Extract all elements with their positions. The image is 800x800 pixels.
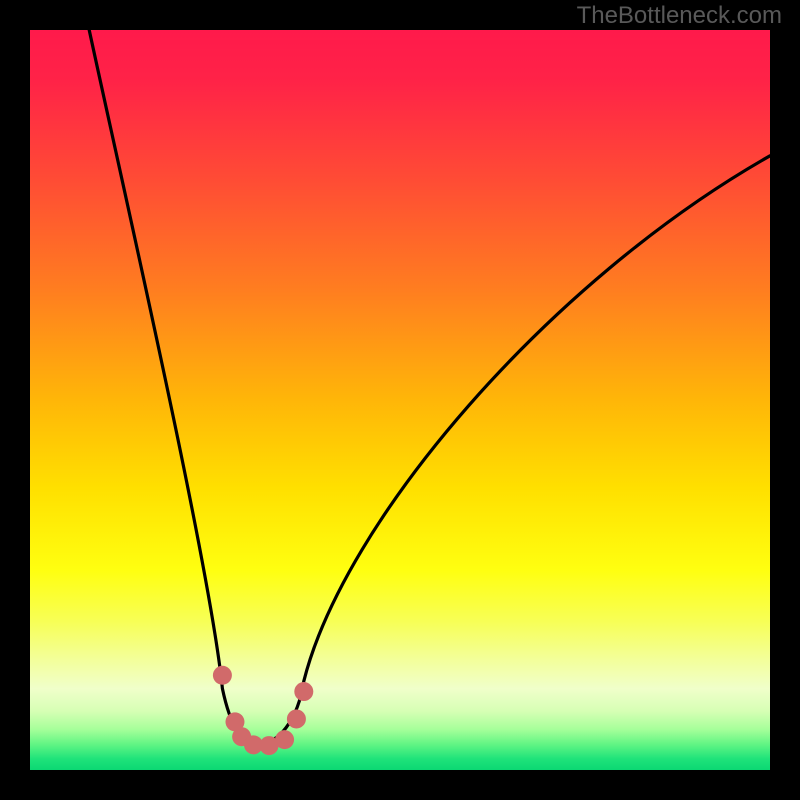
watermark-text: TheBottleneck.com — [577, 2, 782, 30]
valley-marker — [213, 666, 232, 685]
bottleneck-chart — [0, 0, 800, 800]
valley-marker — [294, 682, 313, 701]
chart-stage: TheBottleneck.com — [0, 0, 800, 800]
plot-background — [30, 30, 770, 770]
valley-marker — [287, 709, 306, 728]
valley-marker — [275, 730, 294, 749]
